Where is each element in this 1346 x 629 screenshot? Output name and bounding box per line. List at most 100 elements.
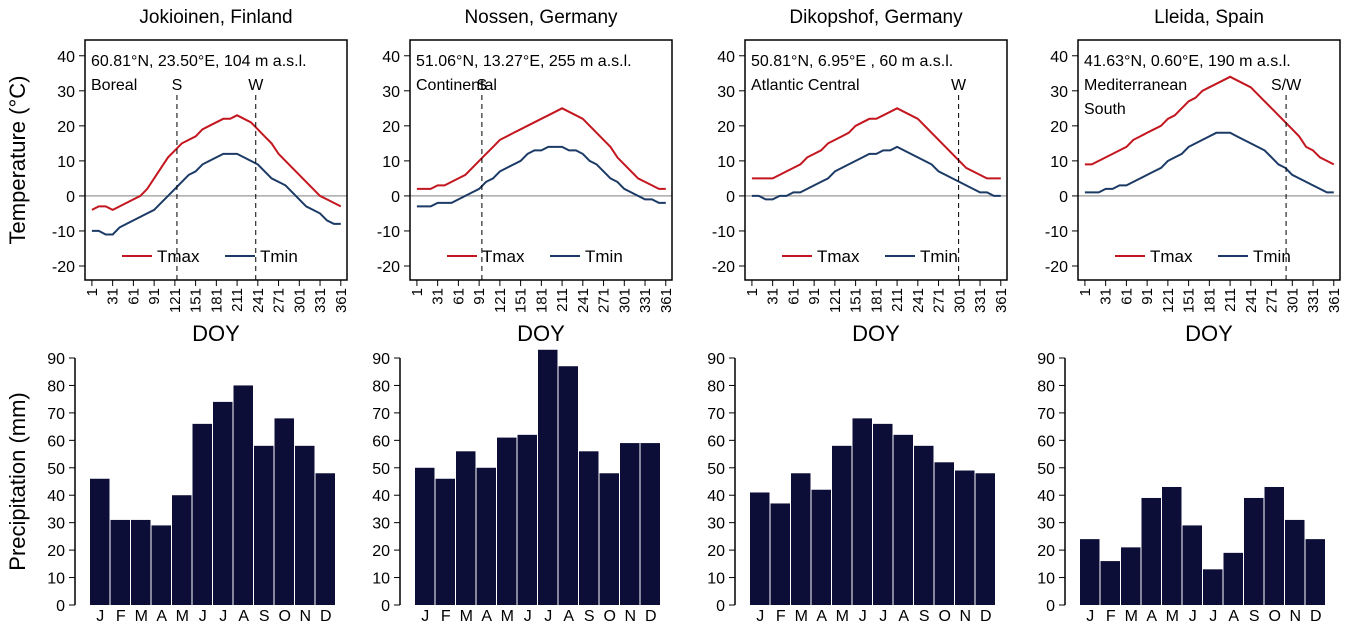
bar	[1285, 519, 1305, 605]
x-tick-label: 181	[208, 288, 225, 313]
season-label: W	[951, 77, 967, 94]
y-tick-label: 70	[1037, 406, 1055, 423]
x-tick-label: 331	[637, 288, 654, 313]
site-annotation: Continental	[416, 77, 497, 94]
x-tick-label: 151	[513, 288, 530, 313]
x-tick-label: J	[544, 608, 552, 625]
x-tick-label: 301	[291, 288, 308, 313]
y-tick-label: -10	[52, 224, 75, 241]
x-tick-label: 181	[1201, 288, 1218, 313]
bar	[1223, 552, 1243, 605]
y-tick-label: -20	[52, 259, 75, 276]
y-tick-label: 0	[1059, 189, 1068, 206]
x-tick-label: M	[1166, 608, 1179, 625]
y-tick-label: 80	[1037, 378, 1055, 395]
bar	[274, 418, 294, 605]
bar	[975, 473, 995, 605]
x-tick-label: M	[176, 608, 189, 625]
bar	[315, 473, 335, 605]
y-tick-label: 0	[391, 189, 400, 206]
y-tick-label: 60	[707, 433, 725, 450]
y-tick-label: -20	[377, 259, 400, 276]
x-tick-label: 91	[146, 288, 163, 305]
x-tick-label: A	[1228, 608, 1239, 625]
x-tick-label: J	[524, 608, 532, 625]
x-tick-label: S	[1249, 608, 1260, 625]
x-tick-label: 271	[596, 288, 613, 313]
y-tick-label: 40	[372, 488, 390, 505]
bar	[517, 434, 537, 605]
y-axis-label: Temperature (°C)	[5, 76, 30, 245]
site-annotation: 41.63°N, 0.60°E, 190 m a.s.l.	[1084, 53, 1291, 70]
x-tick-label: A	[481, 608, 492, 625]
season-label: S	[477, 77, 488, 94]
bar	[110, 519, 130, 605]
x-tick-label: 271	[931, 288, 948, 313]
x-tick-label: A	[156, 608, 167, 625]
legend-label: Tmax	[1150, 247, 1193, 266]
y-tick-label: -20	[712, 259, 735, 276]
x-tick-label: J	[96, 608, 104, 625]
x-tick-label: A	[1146, 608, 1157, 625]
bar	[435, 478, 455, 605]
bar	[1264, 486, 1284, 605]
panel-title: Lleida, Spain	[1154, 7, 1264, 28]
x-tick-label: A	[563, 608, 574, 625]
site-annotation: Mediterranean	[1084, 77, 1187, 94]
y-tick-label: 90	[47, 351, 65, 368]
x-tick-label: O	[939, 608, 951, 625]
y-tick-label: 10	[1050, 154, 1068, 171]
season-label: S	[172, 77, 183, 94]
x-tick-label: O	[279, 608, 291, 625]
site-annotation: 50.81°N, 6.95°E , 60 m a.s.l.	[751, 53, 953, 70]
bar	[579, 451, 599, 605]
bar	[1305, 539, 1325, 605]
x-tick-label: 31	[1098, 288, 1115, 305]
x-tick-label: O	[1269, 608, 1281, 625]
x-tick-label: 91	[471, 288, 488, 305]
y-tick-label: 80	[707, 378, 725, 395]
x-tick-label: 91	[1139, 288, 1156, 305]
x-tick-label: 1	[409, 288, 426, 296]
bar	[538, 349, 558, 605]
bar	[415, 467, 435, 605]
y-tick-label: 60	[372, 433, 390, 450]
x-tick-label: 61	[125, 288, 142, 305]
plot-frame	[744, 39, 1008, 281]
x-tick-label: N	[299, 608, 311, 625]
x-tick-label: M	[460, 608, 473, 625]
x-axis-label: DOY	[192, 321, 240, 346]
x-tick-label: D	[320, 608, 332, 625]
y-tick-label: 30	[1037, 516, 1055, 533]
bar	[934, 462, 954, 605]
x-axis-label: DOY	[852, 321, 900, 346]
bar	[254, 445, 274, 605]
panel-title: Dikopshof, Germany	[789, 7, 963, 28]
bar	[295, 445, 315, 605]
x-tick-label: 121	[167, 288, 184, 313]
y-tick-label: 50	[1037, 461, 1055, 478]
x-tick-label: 241	[250, 288, 267, 313]
x-tick-label: 211	[229, 288, 246, 312]
x-tick-label: F	[441, 608, 451, 625]
x-tick-label: 1	[84, 288, 101, 296]
y-tick-label: 40	[1050, 49, 1068, 66]
bar	[811, 489, 831, 605]
x-tick-label: F	[776, 608, 786, 625]
y-tick-label: 70	[47, 406, 65, 423]
x-axis-label: DOY	[1185, 321, 1233, 346]
y-tick-label: 30	[382, 84, 400, 101]
y-tick-label: -10	[377, 224, 400, 241]
y-tick-label: 20	[717, 119, 735, 136]
y-tick-label: 20	[1050, 119, 1068, 136]
x-tick-label: D	[645, 608, 657, 625]
temperature-line	[751, 107, 1001, 180]
legend-label: Tmax	[482, 247, 525, 266]
legend-label: Tmin	[585, 247, 623, 266]
temperature-line	[91, 114, 342, 212]
x-tick-label: J	[1086, 608, 1094, 625]
y-tick-label: 50	[372, 461, 390, 478]
y-tick-label: 90	[1037, 351, 1055, 368]
bar	[131, 519, 151, 605]
x-tick-label: M	[836, 608, 849, 625]
